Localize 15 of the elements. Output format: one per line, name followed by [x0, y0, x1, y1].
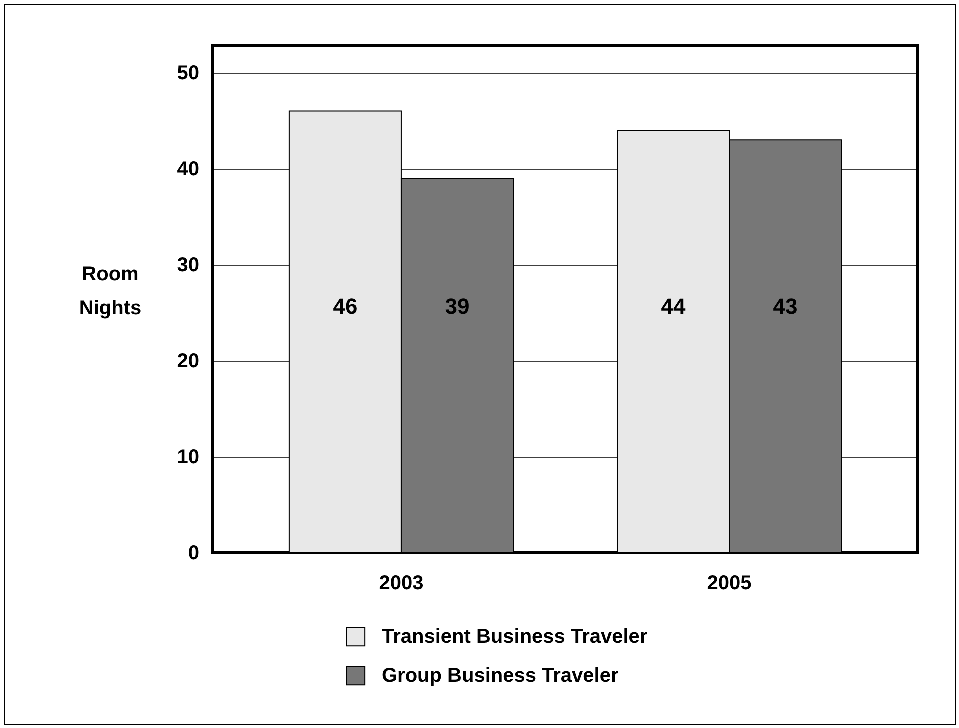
x-tick-label: 2005 — [707, 572, 752, 594]
y-tick-label: 40 — [177, 158, 200, 180]
y-axis-title: Room Nights — [79, 264, 142, 320]
y-tick-label: 10 — [177, 446, 200, 468]
y-tick-label: 50 — [177, 62, 200, 84]
legend-label: Transient Business Traveler — [382, 626, 648, 648]
data-label: 44 — [661, 294, 687, 320]
data-label: 43 — [773, 294, 798, 320]
y-tick-label: 30 — [177, 254, 200, 276]
legend-label: Group Business Traveler — [382, 665, 619, 687]
data-label: 46 — [333, 294, 358, 320]
x-tick-label: 2003 — [379, 572, 424, 594]
data-label: 39 — [445, 294, 470, 320]
y-tick-label: 0 — [188, 542, 200, 564]
y-tick-label: 20 — [177, 350, 200, 372]
